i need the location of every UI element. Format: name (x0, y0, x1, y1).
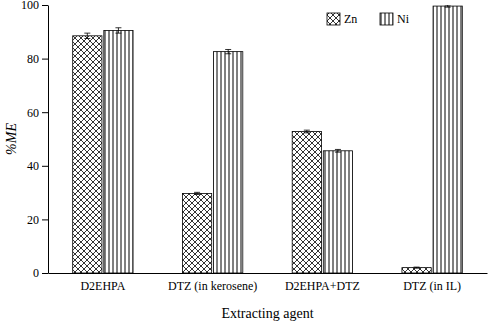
axis-line (48, 6, 49, 274)
error-bar (115, 28, 121, 33)
error-bar (225, 49, 231, 53)
tick-label: DTZ (in kerosene) (168, 279, 257, 293)
legend-swatch (327, 13, 340, 25)
tick: 20 (27, 213, 48, 227)
tick-mark (42, 273, 48, 274)
tick-label: DTZ (in IL) (403, 279, 461, 293)
bar (73, 36, 102, 273)
legend-swatch (380, 13, 393, 25)
tick-mark (42, 59, 48, 60)
tick-label: D2EHPA+DTZ (285, 279, 360, 293)
chart: 020406080100D2EHPADTZ (in kerosene)D2EHP… (0, 0, 493, 328)
error-bar (414, 267, 420, 268)
tick-mark (42, 112, 48, 113)
bars (73, 5, 463, 273)
tick-label: 100 (21, 0, 39, 12)
tick-label: 80 (27, 52, 39, 66)
bar (402, 268, 431, 273)
y-axis-title: %ME (4, 123, 19, 155)
x-axis: D2EHPA DTZ (in kerosene) D2EHPA+DTZ DTZ (in… (49, 274, 488, 293)
bar (323, 151, 352, 273)
bar (214, 52, 243, 273)
bar (182, 193, 211, 273)
bar (292, 131, 321, 273)
error-bar (194, 192, 200, 194)
bar (104, 30, 133, 273)
tick: 40 (27, 159, 48, 173)
tick-label: 40 (27, 159, 39, 173)
tick: 60 (27, 106, 48, 120)
tick-mark (42, 219, 48, 220)
tick-label: 0 (33, 266, 39, 280)
tick: D2EHPA+DTZ (285, 279, 360, 293)
tick: 0 (33, 266, 48, 280)
tick: DTZ (in IL) (403, 279, 461, 293)
tick-label: 20 (27, 213, 39, 227)
error-bar (445, 5, 451, 7)
plot: 020406080100D2EHPADTZ (in kerosene)D2EHP… (21, 0, 488, 293)
y-axis: 0 20 40 60 80 100 (21, 0, 49, 280)
legend-label: Ni (397, 12, 410, 26)
legend-label: Zn (344, 12, 357, 26)
x-axis-title: Extracting agent (221, 306, 313, 321)
error-bar (304, 130, 310, 133)
tick: DTZ (in kerosene) (168, 279, 257, 293)
bar (433, 6, 462, 273)
tick-label: D2EHPA (80, 279, 125, 293)
tick: 100 (21, 0, 48, 12)
tick: D2EHPA (80, 279, 125, 293)
error-bar (335, 149, 341, 152)
series (104, 5, 462, 273)
axis-line (49, 273, 488, 274)
tick-mark (42, 166, 48, 167)
tick: 80 (27, 52, 48, 66)
error-bar (84, 33, 90, 38)
tick-label: 60 (27, 106, 39, 120)
legend: Zn Ni (327, 12, 410, 26)
tick-mark (42, 5, 48, 6)
